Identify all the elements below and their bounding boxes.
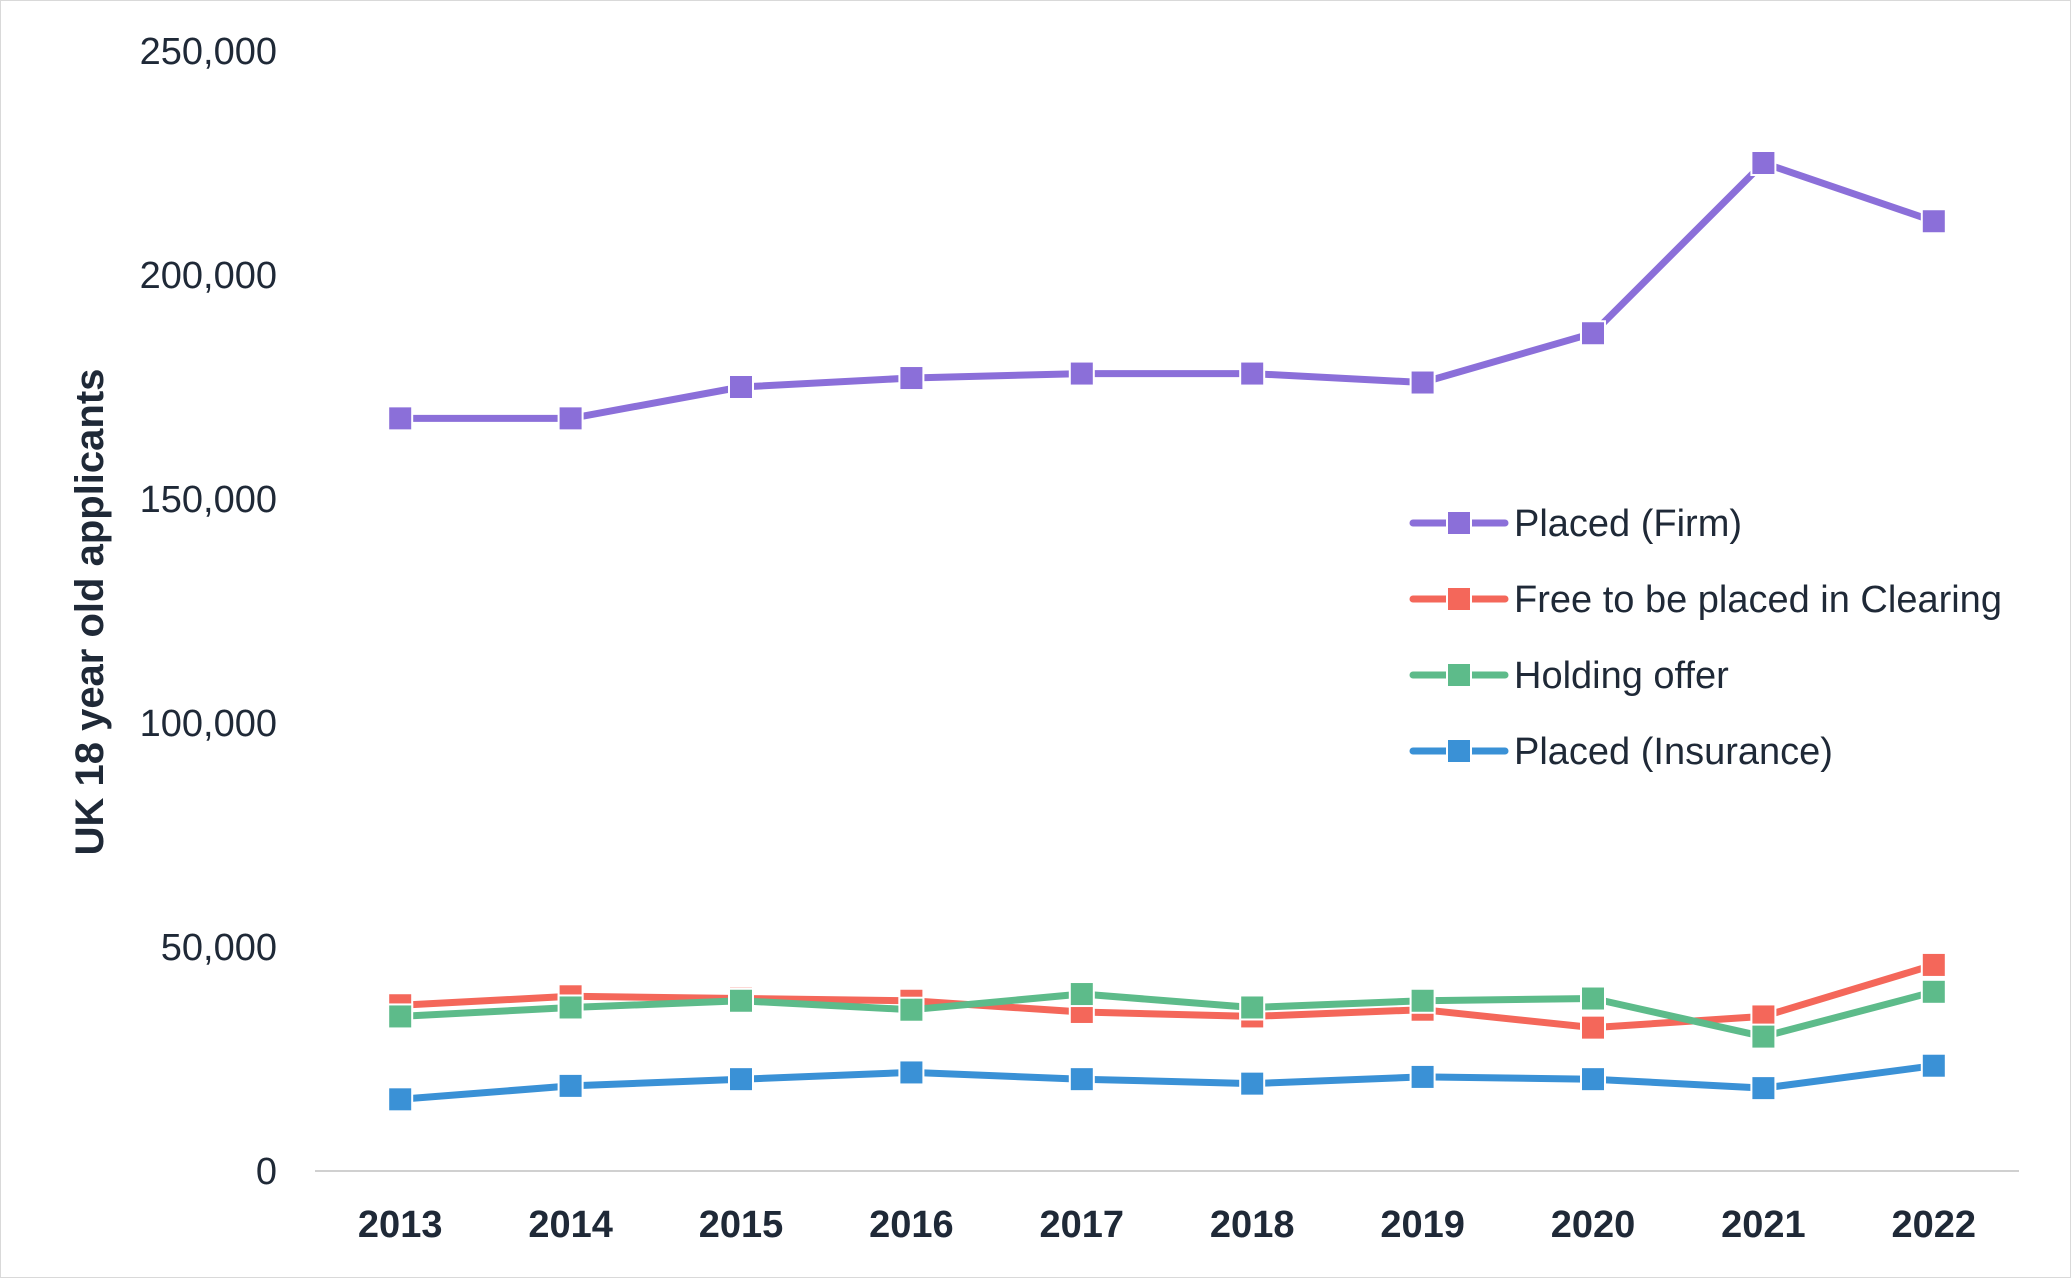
x-tick-label: 2018: [1210, 1204, 1295, 1246]
data-point: [1409, 1063, 1436, 1090]
data-point: [557, 994, 584, 1021]
data-point: [387, 405, 414, 432]
data-point: [898, 365, 925, 392]
x-tick-label: 2013: [358, 1204, 443, 1246]
x-tick-label: 2020: [1551, 1204, 1636, 1246]
data-point: [1068, 360, 1095, 387]
x-axis-ticks: 2013 2014 2015 2016 2017 2018 2019 2020 2021 2022: [358, 1204, 1976, 1246]
x-tick-label: 2019: [1380, 1204, 1465, 1246]
x-tick-label: 2017: [1040, 1204, 1125, 1246]
legend-item: Placed (Insurance): [1409, 731, 1833, 773]
data-point: [1580, 1014, 1606, 1041]
data-point: [1920, 1052, 1947, 1079]
data-point: [898, 1059, 925, 1086]
y-tick-label: 50,000: [161, 927, 277, 969]
legend-label: Holding offer: [1514, 655, 1729, 697]
x-tick-label: 2021: [1721, 1204, 1806, 1246]
data-point: [1750, 150, 1777, 176]
y-axis-title: UK 18 year old applicants: [68, 369, 112, 856]
data-point: [728, 1066, 754, 1093]
y-tick-label: 0: [256, 1151, 277, 1193]
data-point: [1239, 994, 1266, 1021]
series-line: [396, 1062, 1938, 1103]
y-tick-label: 250,000: [140, 31, 277, 73]
series-line: [396, 961, 1938, 1032]
data-point: [1920, 978, 1947, 1005]
data-point: [1409, 369, 1436, 396]
x-tick-label: 2016: [869, 1204, 954, 1246]
data-point: [728, 374, 754, 400]
data-point: [1750, 1075, 1777, 1102]
y-axis-title-group: UK 18 year old applicants: [68, 369, 112, 856]
y-axis-ticks: 0 50,000 100,000 150,000 200,000 250,000: [140, 31, 277, 1193]
data-point: [387, 1086, 414, 1113]
legend-label: Free to be placed in Clearing: [1514, 579, 2002, 621]
series-2: [387, 978, 1947, 1050]
data-point: [1920, 208, 1947, 235]
series-lines: [387, 150, 1947, 1113]
data-point: [1750, 1023, 1777, 1050]
series-3: [387, 1052, 1947, 1113]
y-tick-label: 200,000: [140, 255, 277, 297]
data-point: [557, 1072, 584, 1099]
legend-item: Holding offer: [1409, 655, 1729, 697]
legend-label: Placed (Insurance): [1514, 731, 1833, 773]
legend-marker: [1446, 510, 1472, 536]
x-tick-label: 2022: [1892, 1204, 1977, 1246]
series-line: [396, 988, 1938, 1041]
data-point: [557, 405, 584, 432]
series-line: [396, 159, 1938, 422]
legend-label: Placed (Firm): [1514, 503, 1742, 545]
y-tick-label: 150,000: [140, 479, 277, 521]
legend-marker: [1446, 662, 1472, 688]
series-0: [387, 150, 1947, 432]
data-point: [728, 987, 754, 1014]
y-tick-label: 100,000: [140, 703, 277, 745]
data-point: [1409, 987, 1436, 1014]
x-tick-label: 2014: [528, 1204, 613, 1246]
data-point: [1239, 1070, 1266, 1097]
data-point: [1920, 951, 1947, 978]
legend-item: Free to be placed in Clearing: [1409, 579, 2002, 621]
legend-marker: [1446, 586, 1472, 612]
x-tick-label: 2015: [699, 1204, 784, 1246]
data-point: [1239, 360, 1266, 387]
data-point: [1580, 985, 1606, 1012]
data-point: [1580, 1066, 1606, 1093]
data-point: [1580, 320, 1606, 347]
legend-marker: [1446, 738, 1472, 764]
data-point: [1068, 1066, 1095, 1093]
legend-item: Placed (Firm): [1409, 503, 1742, 545]
data-point: [898, 996, 925, 1023]
legend: Placed (Firm) Free to be placed in Cleari…: [1409, 503, 2002, 773]
data-point: [1068, 981, 1095, 1008]
data-point: [387, 1003, 414, 1030]
